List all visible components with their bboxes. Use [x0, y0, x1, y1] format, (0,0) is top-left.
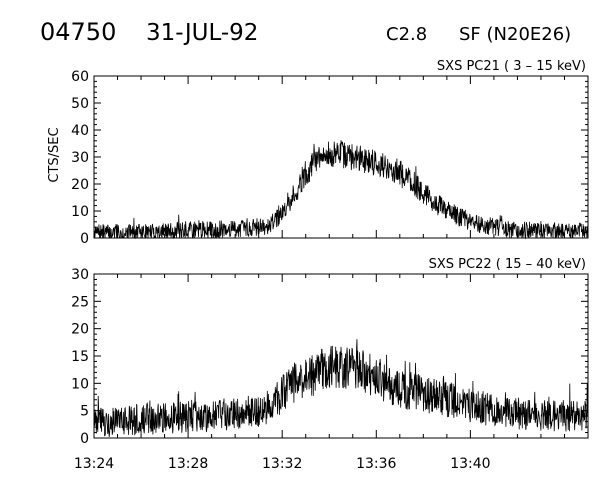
y-tick-label: 30	[71, 150, 89, 166]
panel-1: SXS PC21 ( 3 – 15 keV) 0 10 20 30 40 50 60 CTS/S…	[47, 59, 589, 247]
y-tick-label: 0	[80, 231, 89, 247]
y-tick-label: 30	[71, 267, 89, 283]
y-tick-label: 10	[71, 376, 89, 392]
y-tick-label: 5	[80, 404, 89, 420]
y-axis-label: CTS/SEC	[47, 127, 62, 182]
event-date: 31-JUL-92	[146, 20, 258, 46]
event-id: 04750	[40, 18, 116, 46]
flare-info: SF (N20E26)	[459, 24, 571, 45]
panel-2: SXS PC22 ( 15 – 40 keV) 0 5 10 15 20 25 30 13:24…	[71, 257, 589, 472]
y-tick-label: 60	[71, 69, 89, 85]
x-tick-label: 13:28	[168, 456, 208, 472]
goes-class: C2.8	[386, 24, 427, 45]
y-tick-label: 0	[80, 431, 89, 447]
y-tick-label: 40	[71, 123, 89, 139]
panel-label: SXS PC21 ( 3 – 15 keV)	[437, 59, 586, 74]
x-tick-label: 13:32	[262, 456, 302, 472]
x-tick-label: 13:36	[356, 456, 396, 472]
y-tick-label: 10	[71, 204, 89, 220]
panel-label: SXS PC22 ( 15 – 40 keV)	[429, 257, 586, 272]
y-tick-label: 25	[71, 294, 89, 310]
series-line	[93, 339, 589, 437]
y-tick-label: 15	[71, 349, 89, 365]
y-tick-label: 50	[71, 96, 89, 112]
y-tick-label: 20	[71, 177, 89, 193]
series-line	[93, 140, 589, 240]
x-tick-label: 13:40	[450, 456, 490, 472]
x-tick-label: 13:24	[74, 456, 114, 472]
y-tick-label: 20	[71, 322, 89, 338]
